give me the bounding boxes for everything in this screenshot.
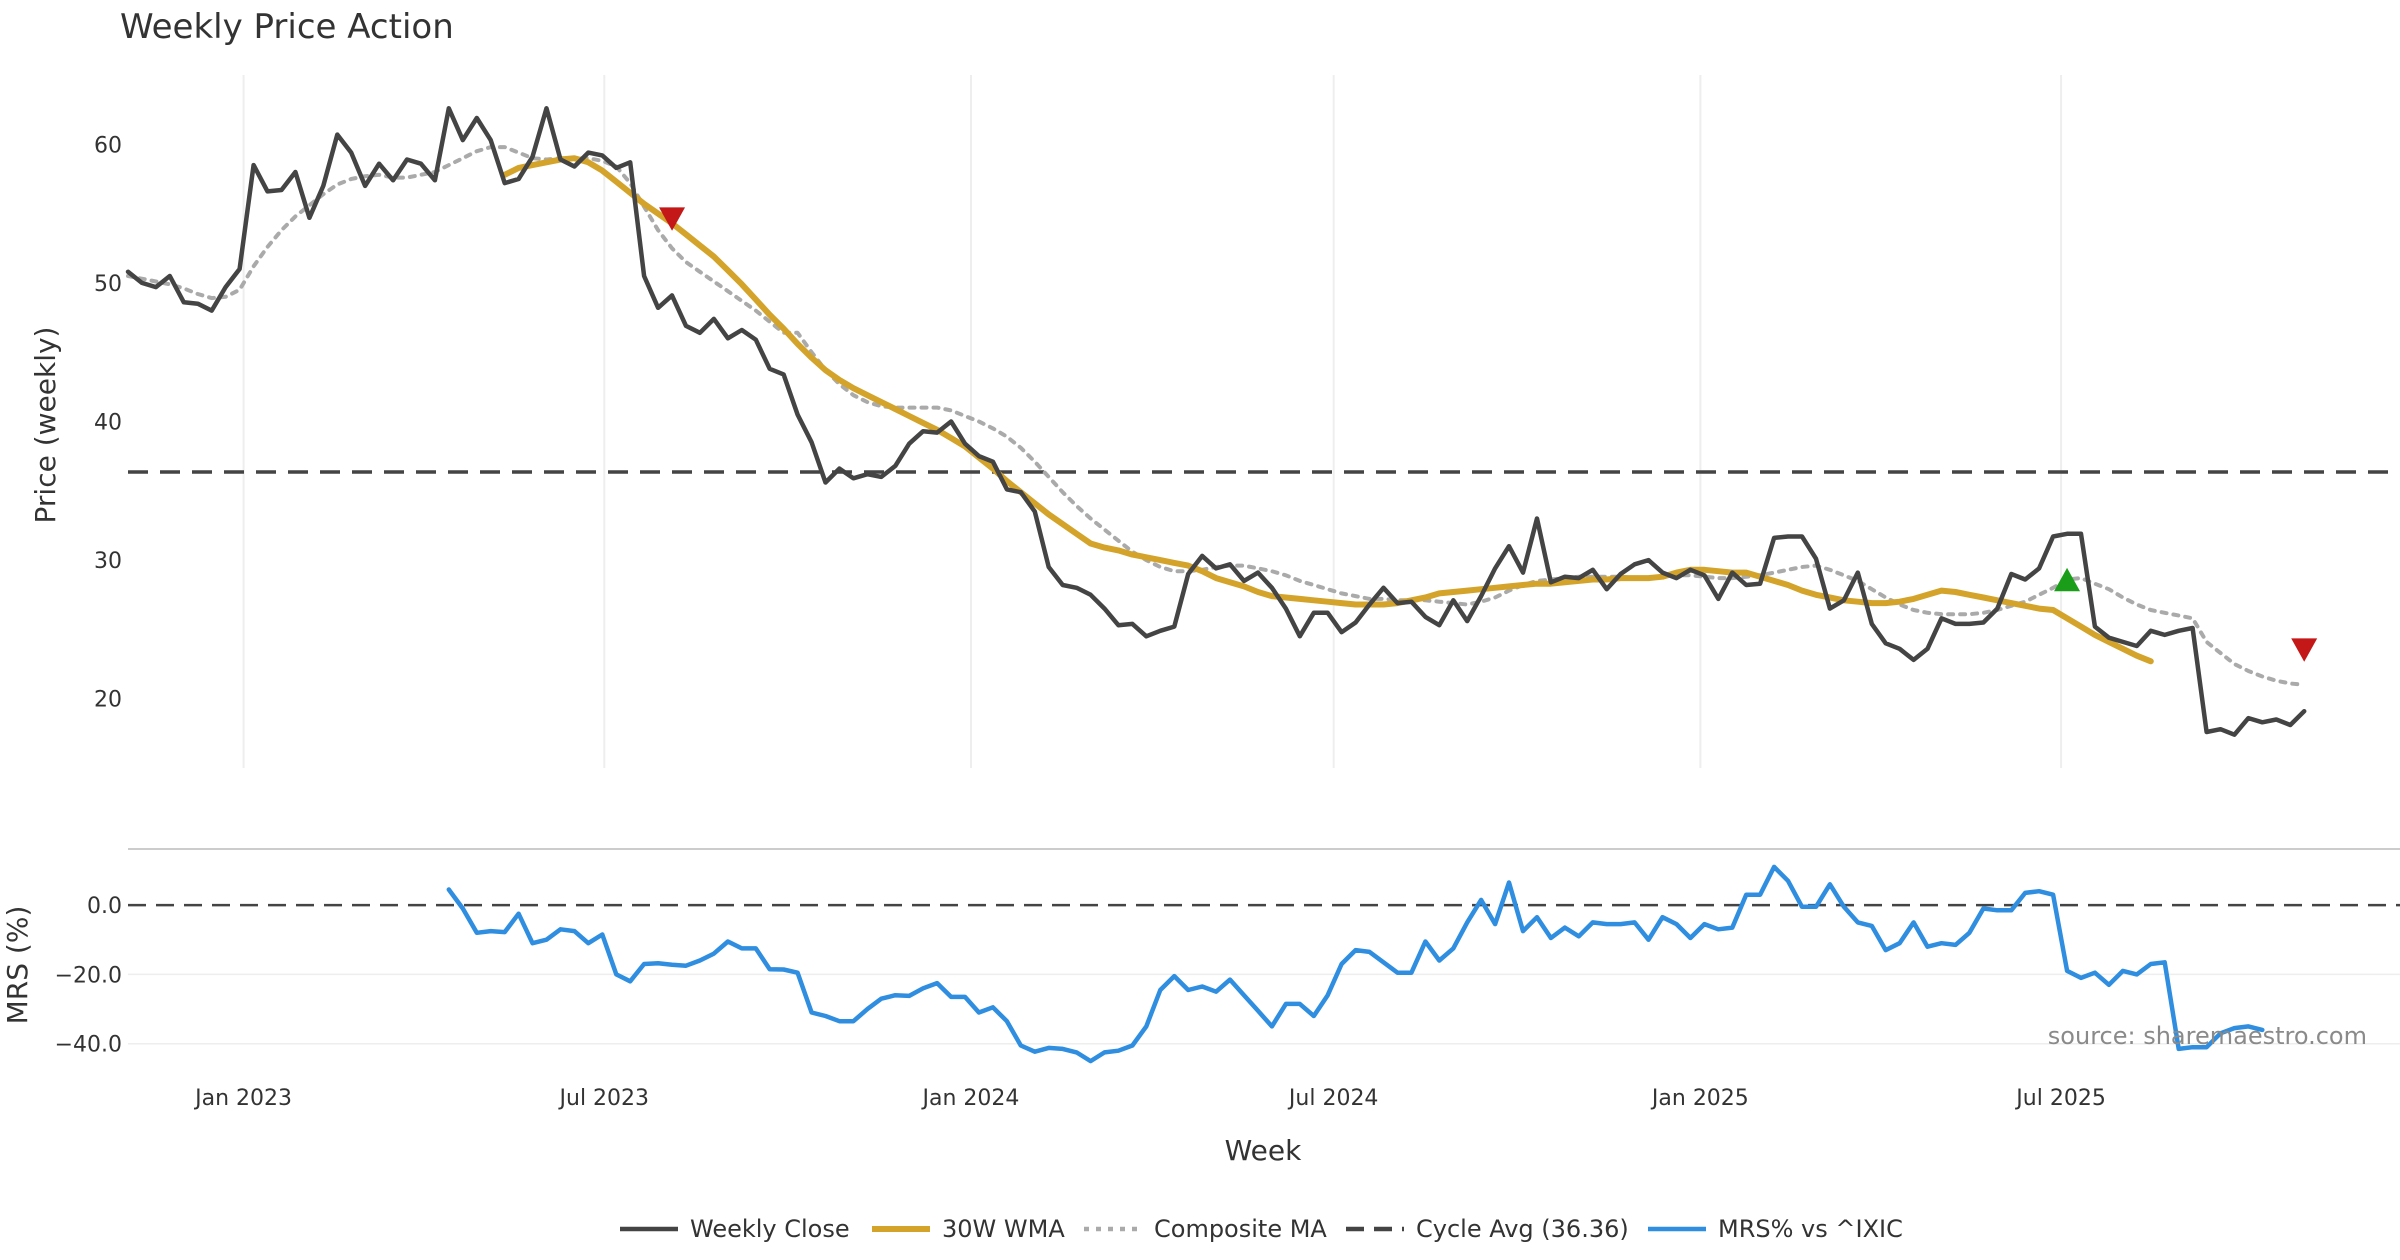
price-ytick-labels: 20 30 40 50 60 [94,133,122,712]
xtick-label: Jul 2024 [1287,1086,1379,1111]
legend-label: Cycle Avg (36.36) [1416,1215,1629,1243]
mrs-line [446,864,2265,1064]
price-ytick-label: 60 [94,133,122,158]
xtick-label: Jan 2024 [921,1086,1020,1111]
price-ytick-label: 30 [94,549,122,574]
price-grid [242,75,2063,768]
mrs-grid [128,973,2400,1045]
mrs-ytick-label: −40.0 [55,1033,122,1058]
legend: Weekly Close 30W WMA Composite MA Cycle Avg… [620,1215,1903,1243]
mrs-ytick-labels: 0.0 −20.0 −40.0 [55,894,122,1058]
price-ytick-label: 50 [94,272,122,297]
weekly-close-line [125,106,2307,737]
buy-signal-marker [2054,567,2081,592]
legend-label: 30W WMA [942,1215,1065,1243]
xtick-label: Jan 2025 [1650,1086,1749,1111]
source-note: source: sharemaestro.com [2048,1022,2367,1050]
legend-label: MRS% vs ^IXIC [1718,1215,1903,1243]
legend-label: Composite MA [1154,1215,1327,1243]
mrs-ytick-label: −20.0 [55,963,122,988]
chart-title: Weekly Price Action [120,7,454,47]
mrs-ytick-label: 0.0 [87,894,122,919]
sell-signal-marker [2291,638,2318,662]
xtick-label: Jul 2023 [558,1086,650,1111]
x-axis-title: Week [1225,1134,1302,1167]
price-ytick-label: 20 [94,688,122,713]
wma-30w-line [501,155,2154,665]
mrs-lines [128,864,2400,1064]
legend-label: Weekly Close [690,1215,850,1243]
xtick-label: Jul 2025 [2014,1086,2106,1111]
y-axis-title: Price (weekly) [29,327,62,524]
composite-ma-line [126,145,2307,687]
xtick-labels: Jan 2023 Jul 2023 Jan 2024 Jul 2024 Jan 2025… [193,1086,2106,1111]
price-lines [125,106,2400,737]
mrs-axis-title: MRS (%) [1,906,34,1025]
sell-signal-marker [659,207,686,231]
xtick-label: Jan 2023 [193,1086,292,1111]
signal-markers [659,207,2318,662]
price-ytick-label: 40 [94,411,122,436]
